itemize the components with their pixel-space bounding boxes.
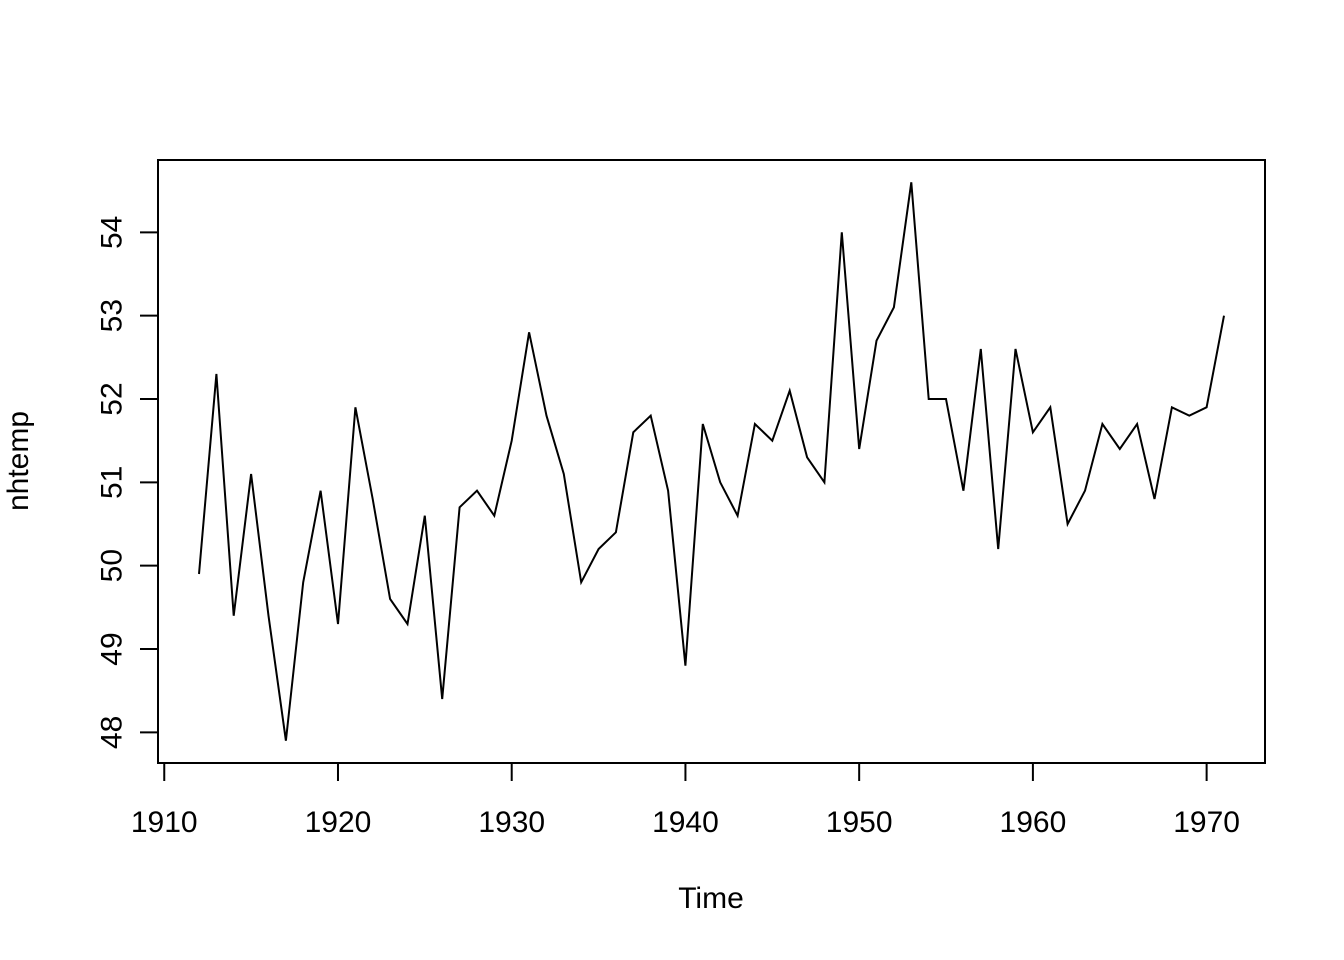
- x-tick-label: 1920: [305, 806, 372, 839]
- x-tick-label: 1910: [131, 806, 198, 839]
- y-tick-label: 50: [96, 549, 129, 582]
- x-tick-label: 1950: [826, 806, 893, 839]
- y-tick-label: 49: [96, 632, 129, 665]
- y-axis-title: nhtemp: [2, 411, 35, 511]
- y-tick-label: 54: [96, 216, 129, 249]
- series-line: [198, 182, 1225, 741]
- plot-box: [157, 159, 1266, 764]
- y-tick-label: 48: [96, 716, 129, 749]
- y-tick-label: 52: [96, 382, 129, 415]
- x-axis-title: Time: [678, 882, 744, 915]
- x-tick-label: 1940: [652, 806, 719, 839]
- y-tick-label: 53: [96, 299, 129, 332]
- x-tick-label: 1930: [478, 806, 545, 839]
- x-tick-label: 1970: [1173, 806, 1240, 839]
- y-tick-label: 51: [96, 466, 129, 499]
- chart-generated-layer: 1910 1920 1930 1940 1950 1960 1970 48 49 50 51 52 53…: [96, 159, 1266, 839]
- x-tick-label: 1960: [1000, 806, 1067, 839]
